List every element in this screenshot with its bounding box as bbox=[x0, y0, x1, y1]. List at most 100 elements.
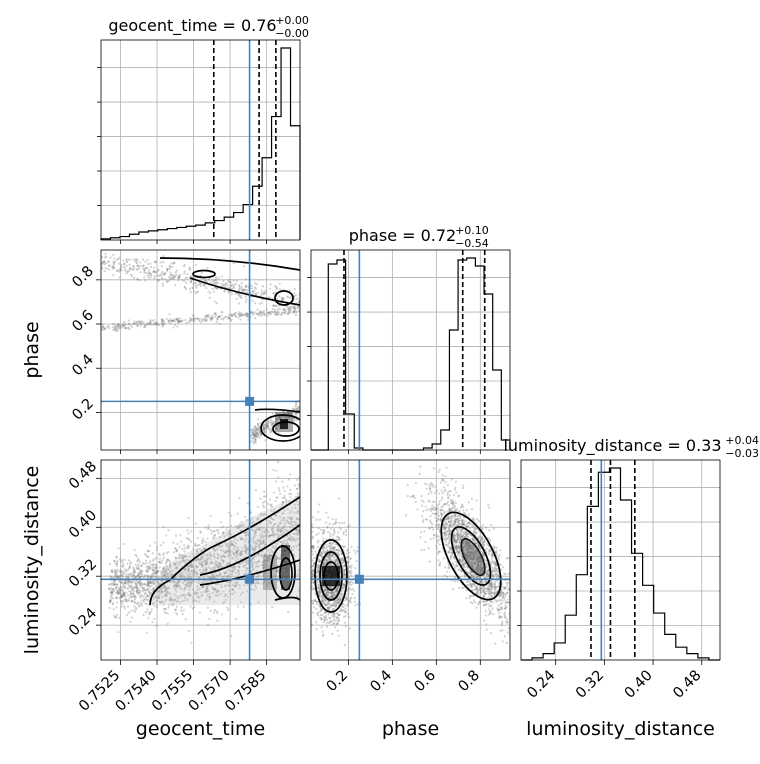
sample-point bbox=[140, 325, 142, 327]
sample-point bbox=[197, 291, 199, 293]
sample-point bbox=[181, 279, 183, 281]
sample-point bbox=[263, 495, 265, 497]
sample-point bbox=[147, 263, 149, 265]
sample-point bbox=[104, 267, 106, 269]
sample-point bbox=[348, 587, 350, 589]
sample-point bbox=[138, 581, 140, 583]
sample-point bbox=[233, 313, 235, 315]
sample-point bbox=[112, 274, 114, 276]
sample-point bbox=[207, 538, 209, 540]
sample-point bbox=[281, 312, 283, 314]
sample-point bbox=[149, 591, 151, 593]
sample-point bbox=[143, 326, 145, 328]
sample-point bbox=[133, 266, 135, 268]
sample-point bbox=[350, 565, 352, 567]
sample-point bbox=[307, 604, 309, 606]
sample-point bbox=[279, 493, 281, 495]
sample-point bbox=[220, 318, 222, 320]
sample-point bbox=[337, 599, 339, 601]
sample-point bbox=[284, 490, 286, 492]
sample-point bbox=[118, 327, 120, 329]
sample-point bbox=[117, 560, 119, 562]
sample-point bbox=[113, 583, 115, 585]
sample-point bbox=[256, 432, 258, 434]
sample-point bbox=[169, 320, 171, 322]
sample-point bbox=[329, 523, 331, 525]
sample-point bbox=[151, 568, 153, 570]
sample-point bbox=[243, 265, 245, 267]
sample-point bbox=[155, 271, 157, 273]
sample-point bbox=[131, 326, 133, 328]
sample-point bbox=[133, 605, 135, 607]
sample-point bbox=[287, 611, 289, 613]
sample-point bbox=[289, 496, 291, 498]
sample-point bbox=[118, 276, 120, 278]
sample-point bbox=[140, 271, 142, 273]
sample-point bbox=[312, 526, 314, 528]
sample-point bbox=[192, 607, 194, 609]
sample-point bbox=[223, 290, 225, 292]
sample-point bbox=[190, 642, 192, 644]
sample-point bbox=[344, 604, 346, 606]
sample-point bbox=[185, 322, 187, 324]
sample-point bbox=[213, 530, 215, 532]
sample-point bbox=[137, 265, 139, 267]
sample-point bbox=[312, 516, 314, 518]
sample-point bbox=[338, 497, 340, 499]
sample-point bbox=[174, 547, 176, 549]
sample-point bbox=[141, 604, 143, 606]
sample-point bbox=[323, 616, 325, 618]
sample-point bbox=[238, 316, 240, 318]
sample-point bbox=[254, 426, 256, 428]
histogram-step-geocent_time bbox=[101, 48, 300, 240]
sample-point bbox=[184, 286, 186, 288]
sample-point bbox=[343, 584, 345, 586]
sample-point bbox=[120, 266, 122, 268]
sample-point bbox=[348, 525, 350, 527]
sample-point bbox=[307, 609, 309, 611]
sample-point bbox=[201, 542, 203, 544]
sample-point bbox=[326, 546, 328, 548]
sample-point bbox=[139, 568, 141, 570]
panel-content bbox=[294, 437, 539, 661]
sample-point bbox=[217, 316, 219, 318]
sample-point bbox=[346, 599, 348, 601]
sample-point bbox=[315, 621, 317, 623]
sample-point bbox=[259, 498, 261, 500]
sample-point bbox=[213, 611, 215, 613]
sample-point bbox=[462, 484, 464, 486]
sample-point bbox=[193, 317, 195, 319]
sample-point bbox=[239, 288, 241, 290]
sample-point bbox=[151, 581, 153, 583]
sample-point bbox=[253, 290, 255, 292]
sample-point bbox=[220, 521, 222, 523]
sample-point bbox=[336, 588, 338, 590]
sample-point bbox=[296, 298, 298, 300]
sample-point bbox=[288, 493, 290, 495]
sample-point bbox=[335, 559, 337, 561]
sample-point bbox=[327, 602, 329, 604]
sample-point bbox=[185, 288, 187, 290]
sample-point bbox=[169, 268, 171, 270]
sample-point bbox=[129, 259, 131, 261]
sample-point bbox=[199, 611, 201, 613]
sample-point bbox=[322, 537, 324, 539]
sample-point bbox=[257, 506, 259, 508]
sample-point bbox=[329, 621, 331, 623]
sample-point bbox=[156, 549, 158, 551]
sample-point bbox=[216, 319, 218, 321]
sample-point bbox=[327, 613, 329, 615]
sample-point bbox=[132, 566, 134, 568]
sample-point bbox=[115, 327, 117, 329]
sample-point bbox=[148, 271, 150, 273]
sample-point bbox=[137, 587, 139, 589]
sample-point bbox=[327, 516, 329, 518]
sample-point bbox=[321, 600, 323, 602]
histogram-title-main: luminosity_distance = 0.33 bbox=[503, 436, 721, 456]
sample-point bbox=[125, 272, 127, 274]
sample-point bbox=[139, 592, 141, 594]
sample-point bbox=[135, 585, 137, 587]
sample-point bbox=[343, 522, 345, 524]
sample-point bbox=[278, 295, 280, 297]
sample-point bbox=[277, 461, 279, 463]
